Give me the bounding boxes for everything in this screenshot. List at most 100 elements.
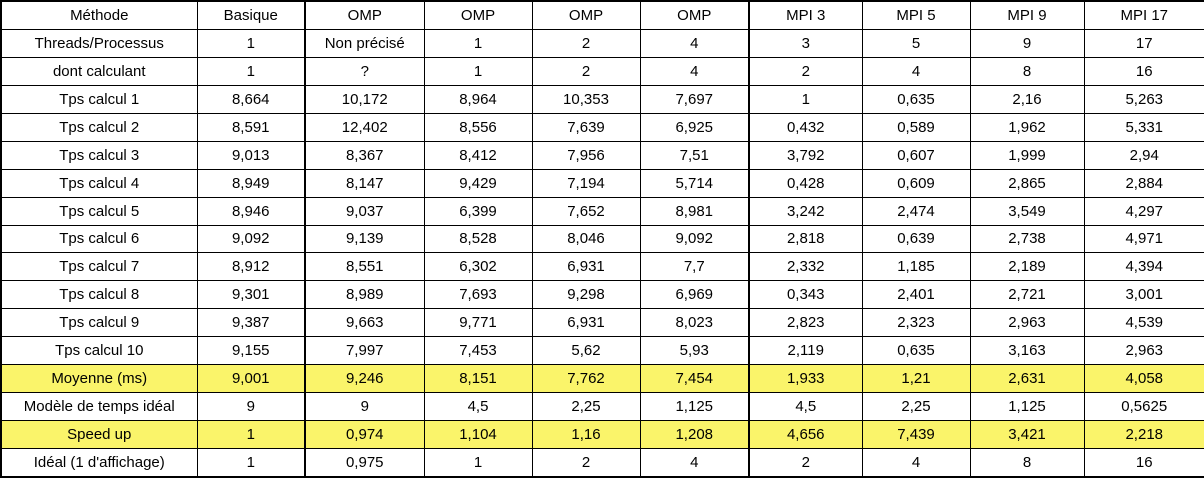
table-cell: 6,931 <box>531 252 641 282</box>
row-label: Tps calcul 1 <box>0 84 198 114</box>
row-label: Tps calcul 8 <box>0 280 198 310</box>
table-row: Tps calcul 8 9,301 8,989 7,693 9,298 6,969 0,3… <box>0 280 1204 310</box>
table-cell: 2,94 <box>1083 140 1204 170</box>
column-header: MPI 17 <box>1083 0 1204 30</box>
table-cell: 2,474 <box>861 196 971 226</box>
table-cell: 8,981 <box>639 196 750 226</box>
table-cell: 9,092 <box>639 224 750 254</box>
table-cell: 4,394 <box>1083 252 1204 282</box>
table-cell: 3,549 <box>969 196 1085 226</box>
table-cell: 1,125 <box>639 392 750 422</box>
table-cell: 9,037 <box>304 196 425 226</box>
table-cell: 3,163 <box>969 336 1085 366</box>
table-cell: 1,999 <box>969 140 1085 170</box>
table-cell: 0,975 <box>304 448 425 478</box>
table-cell: 2,189 <box>969 252 1085 282</box>
table-row: Tps calcul 9 9,387 9,663 9,771 6,931 8,023 2,8… <box>0 308 1204 338</box>
table-cell: 2 <box>748 56 863 86</box>
table-cell: 2,25 <box>531 392 641 422</box>
table-cell: 3,242 <box>748 196 863 226</box>
table-cell: 5,331 <box>1083 112 1204 142</box>
table-cell: 2,631 <box>969 364 1085 394</box>
table-cell: 9,092 <box>196 224 306 254</box>
table-cell: Non précisé <box>304 28 425 58</box>
table-cell: 2,963 <box>1083 336 1204 366</box>
table-cell: 7,453 <box>423 336 533 366</box>
table-row: Moyenne (ms) 9,001 9,246 8,151 7,762 7,454 1,9… <box>0 364 1204 394</box>
table-row: Tps calcul 2 8,591 12,402 8,556 7,639 6,925 0,… <box>0 112 1204 142</box>
table-cell: 7,51 <box>639 140 750 170</box>
table-cell: 4,971 <box>1083 224 1204 254</box>
table-cell: 1 <box>423 56 533 86</box>
row-label: Idéal (1 d'affichage) <box>0 448 198 478</box>
table-cell: 12,402 <box>304 112 425 142</box>
table-cell: 4,5 <box>423 392 533 422</box>
table-cell: 1,962 <box>969 112 1085 142</box>
header-row: Méthode Basique OMP OMP OMP OMP MPI 3 MPI 5 MPI … <box>0 0 1204 30</box>
table-cell: 9,387 <box>196 308 306 338</box>
table-cell: 16 <box>1083 448 1204 478</box>
table-cell: 8,151 <box>423 364 533 394</box>
table-cell: 8,949 <box>196 168 306 198</box>
row-label: dont calculant <box>0 56 198 86</box>
table-cell: 1,125 <box>969 392 1085 422</box>
table-cell: 7,652 <box>531 196 641 226</box>
row-label: Moyenne (ms) <box>0 364 198 394</box>
table-cell: 8,367 <box>304 140 425 170</box>
table-cell: 7,639 <box>531 112 641 142</box>
table-cell: 1 <box>196 28 306 58</box>
row-label: Tps calcul 9 <box>0 308 198 338</box>
table-cell: 9,139 <box>304 224 425 254</box>
table-cell: 6,969 <box>639 280 750 310</box>
table-cell: 2 <box>531 56 641 86</box>
table-cell: 2,884 <box>1083 168 1204 198</box>
row-label: Tps calcul 6 <box>0 224 198 254</box>
table-cell: 2,721 <box>969 280 1085 310</box>
table-cell: 7,7 <box>639 252 750 282</box>
table-cell: 4 <box>639 56 750 86</box>
table-row: Tps calcul 3 9,013 8,367 8,412 7,956 7,51 3,79… <box>0 140 1204 170</box>
table-cell: 4 <box>861 448 971 478</box>
table-cell: 5,93 <box>639 336 750 366</box>
table-row: Tps calcul 7 8,912 8,551 6,302 6,931 7,7 2,332… <box>0 252 1204 282</box>
table-cell: 2 <box>748 448 863 478</box>
row-label: Speed up <box>0 420 198 450</box>
row-label: Modèle de temps idéal <box>0 392 198 422</box>
table-cell: 10,172 <box>304 84 425 114</box>
table-cell: 8,412 <box>423 140 533 170</box>
table-cell: 9 <box>969 28 1085 58</box>
table-cell: 8,591 <box>196 112 306 142</box>
table-cell: 0,432 <box>748 112 863 142</box>
table-cell: 4 <box>639 448 750 478</box>
table-row: dont calculant 1? 1 2 4 2 4 8 16 <box>0 56 1204 86</box>
table-cell: 2,963 <box>969 308 1085 338</box>
table-cell: 1,185 <box>861 252 971 282</box>
table-cell: 9 <box>196 392 306 422</box>
table-cell: 9,246 <box>304 364 425 394</box>
table-cell: 2,818 <box>748 224 863 254</box>
table-cell: 2,323 <box>861 308 971 338</box>
table-cell: 1 <box>748 84 863 114</box>
table-cell: 0,607 <box>861 140 971 170</box>
table-cell: 3,792 <box>748 140 863 170</box>
table-cell: 1,208 <box>639 420 750 450</box>
table-cell: 0,589 <box>861 112 971 142</box>
table-cell: 10,353 <box>531 84 641 114</box>
table-cell: ? <box>304 56 425 86</box>
table-cell: 17 <box>1083 28 1204 58</box>
table-row: Threads/Processus 1 Non précisé 1 2 4 3 5 9 17 <box>0 28 1204 58</box>
table-cell: 8,023 <box>639 308 750 338</box>
table-cell: 5,263 <box>1083 84 1204 114</box>
table-cell: 8,147 <box>304 168 425 198</box>
column-header: OMP <box>423 0 533 30</box>
table-cell: 1 <box>196 448 306 478</box>
table-cell: 0,635 <box>861 84 971 114</box>
table-cell: 4,297 <box>1083 196 1204 226</box>
table-cell: 4 <box>861 56 971 86</box>
table-cell: 9,771 <box>423 308 533 338</box>
table-cell: 3,421 <box>969 420 1085 450</box>
table-cell: 1,21 <box>861 364 971 394</box>
table-cell: 7,762 <box>531 364 641 394</box>
table-row: Tps calcul 6 9,092 9,139 8,528 8,046 9,092 2,8… <box>0 224 1204 254</box>
